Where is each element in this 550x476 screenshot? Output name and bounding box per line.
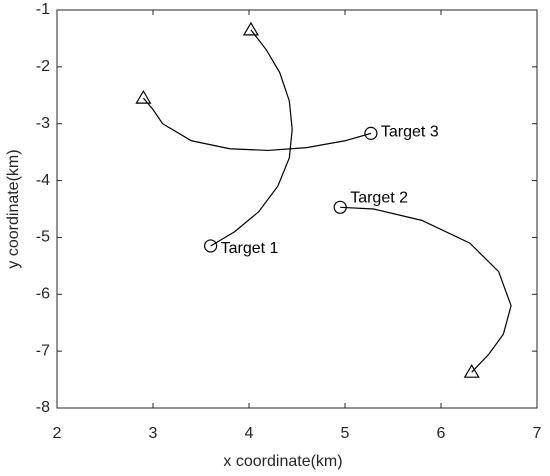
- y-tick-label: -4: [36, 172, 50, 189]
- trajectory: [210, 29, 293, 247]
- start-marker: [333, 200, 347, 214]
- start-marker: [204, 239, 218, 253]
- x-tick-label: 4: [245, 425, 254, 442]
- y-tick-label: -3: [36, 115, 50, 132]
- end-marker: [242, 21, 259, 36]
- start-marker: [364, 126, 378, 140]
- end-marker: [135, 89, 152, 104]
- y-tick-label: -7: [36, 342, 50, 359]
- y-tick-label: -6: [36, 286, 50, 303]
- y-tick-label: -2: [36, 58, 50, 75]
- series-label: Target 2: [350, 190, 408, 207]
- end-marker: [463, 363, 480, 378]
- y-tick-label: -5: [36, 229, 50, 246]
- trajectory: [142, 97, 372, 152]
- y-tick-label: -8: [36, 399, 50, 416]
- x-tick-label: 6: [437, 425, 446, 442]
- x-axis-label: x coordinate(km): [223, 453, 342, 470]
- y-axis-label: y coordinate(km): [5, 149, 22, 268]
- x-tick-label: 3: [149, 425, 158, 442]
- plot-box: [56, 9, 538, 409]
- trajectory: [340, 206, 512, 373]
- x-tick-label: 7: [533, 425, 542, 442]
- y-tick-label: -1: [36, 1, 50, 18]
- series-label: Target 1: [221, 240, 279, 257]
- series-label: Target 3: [381, 124, 439, 141]
- x-tick-label: 2: [53, 425, 62, 442]
- x-tick-label: 5: [341, 425, 350, 442]
